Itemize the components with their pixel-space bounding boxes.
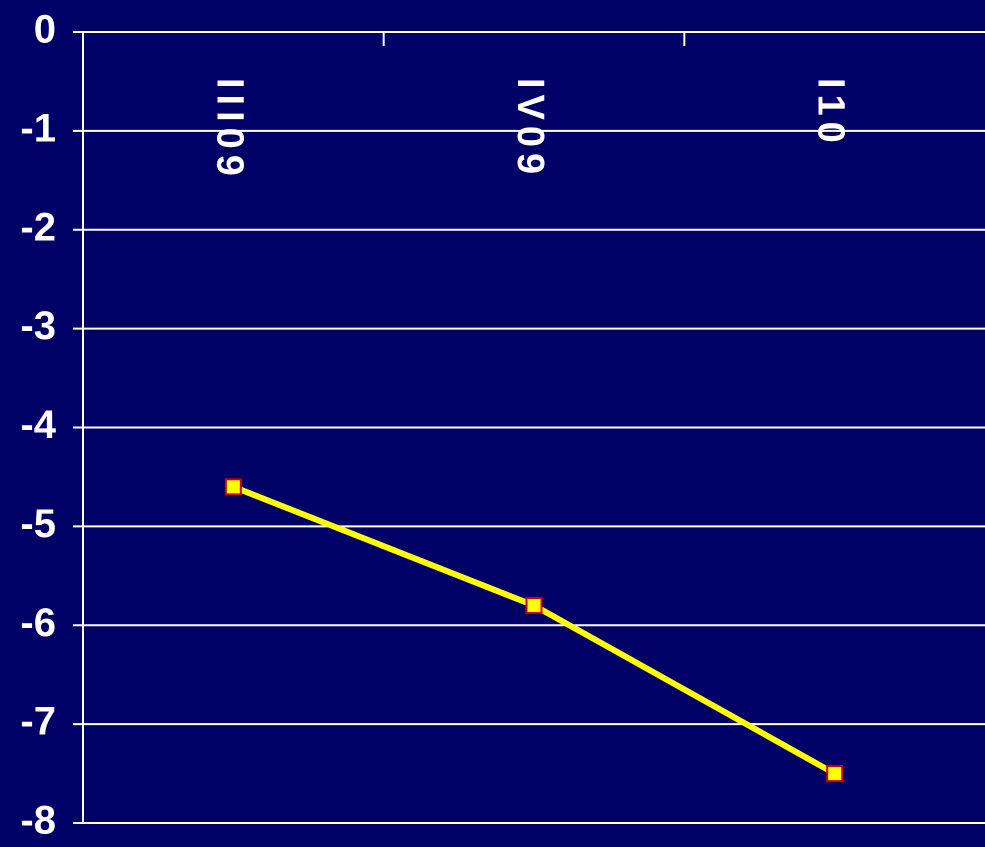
x-tick-label: IV09 xyxy=(509,78,551,180)
data-point-marker xyxy=(525,596,543,614)
y-tick-label: -6 xyxy=(20,601,56,645)
y-tick-label: 0 xyxy=(34,8,56,52)
x-axis-tick-labels: III09 IV09 I10 xyxy=(208,78,851,182)
y-tick-label: -1 xyxy=(20,106,56,150)
y-tick-label: -4 xyxy=(20,403,56,447)
x-tick-label: III09 xyxy=(208,78,250,182)
y-tick-label: -7 xyxy=(20,700,56,744)
axes xyxy=(73,31,686,824)
series-line xyxy=(232,484,837,777)
data-point-marker xyxy=(826,765,844,783)
data-series xyxy=(224,478,844,783)
x-tick-label: I10 xyxy=(810,78,852,149)
y-tick-label: -8 xyxy=(20,799,56,842)
y-tick-label: -5 xyxy=(20,502,56,546)
y-tick-label: -3 xyxy=(20,304,56,348)
data-point-marker xyxy=(224,478,242,496)
gridlines xyxy=(83,31,985,824)
y-tick-label: -2 xyxy=(20,205,56,249)
y-axis-tick-labels: 0 -1 -2 -3 -4 -5 -6 -7 -8 xyxy=(20,8,56,843)
